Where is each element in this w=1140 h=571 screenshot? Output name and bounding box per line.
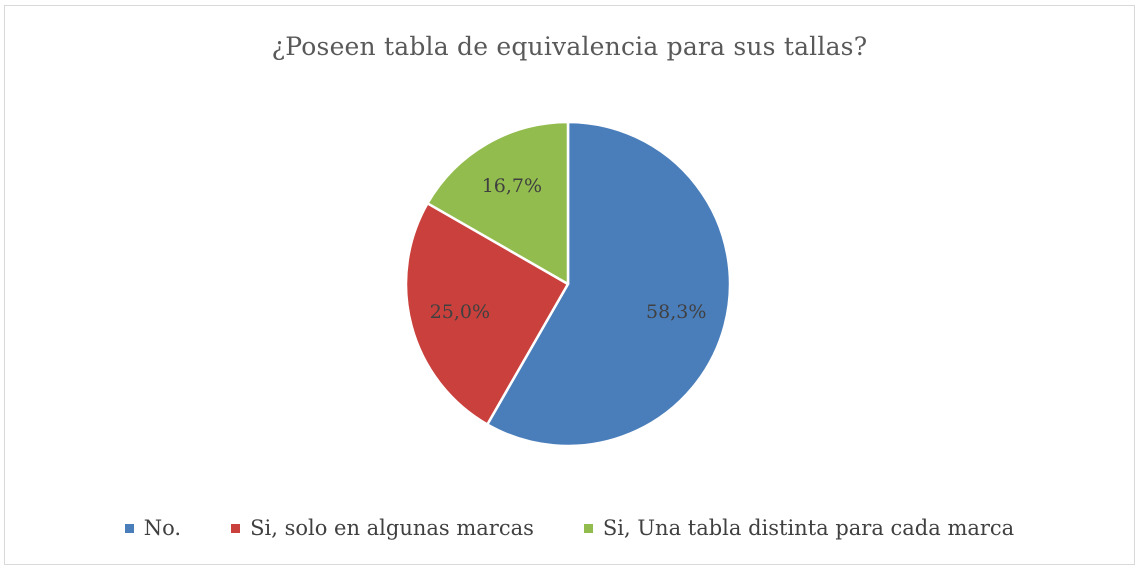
chart-legend: No. Si, solo en algunas marcas Si, Una t… <box>5 516 1134 540</box>
data-label-no: 58,3% <box>646 301 706 323</box>
legend-swatch-si-algunas <box>231 523 241 533</box>
pie-slices <box>404 120 732 448</box>
pie-slice-no <box>486 120 732 448</box>
legend-item-si-distinta: Si, Una tabla distinta para cada marca <box>583 516 1015 540</box>
pie-slice-si-distinta <box>426 120 570 286</box>
pie-data-labels: 58,3% 25,0% 16,7% <box>430 175 707 323</box>
legend-item-si-algunas: Si, solo en algunas marcas <box>231 516 534 540</box>
pie-chart: 58,3% 25,0% 16,7% <box>404 120 732 448</box>
legend-label-si-algunas: Si, solo en algunas marcas <box>250 516 534 540</box>
pie-slice-si-algunas <box>404 202 570 426</box>
legend-item-no: No. <box>124 516 182 540</box>
data-label-si-distinta: 16,7% <box>482 175 542 197</box>
legend-label-si-distinta: Si, Una tabla distinta para cada marca <box>602 516 1015 540</box>
legend-label-no: No. <box>143 516 182 540</box>
chart-frame: ¿Poseen tabla de equivalencia para sus t… <box>4 5 1135 565</box>
data-label-si-algunas: 25,0% <box>430 301 490 323</box>
legend-swatch-si-distinta <box>583 523 593 533</box>
chart-title: ¿Poseen tabla de equivalencia para sus t… <box>271 32 868 61</box>
legend-swatch-no <box>124 523 134 533</box>
